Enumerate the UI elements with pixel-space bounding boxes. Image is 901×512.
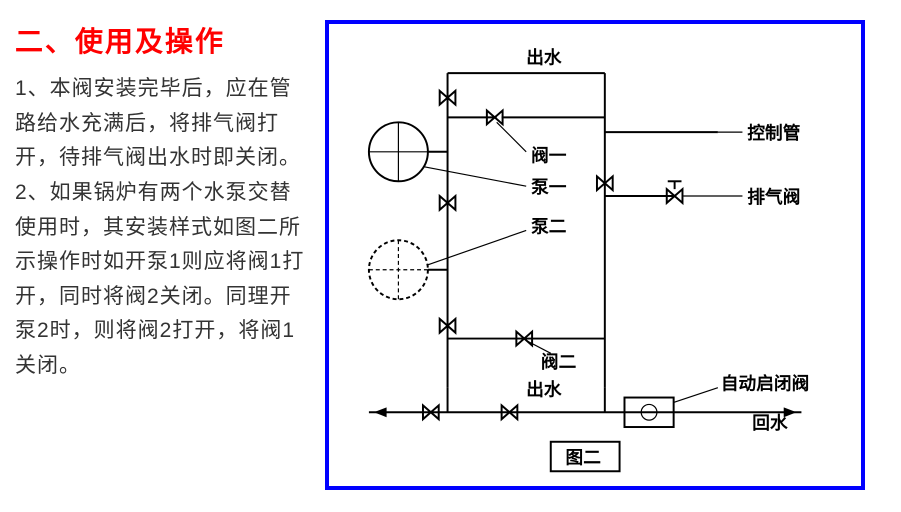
text-column: 二、使用及操作 1、本阀安装完毕后，应在管路给水充满后，将排气阀打开，待排气阀出… <box>15 20 325 492</box>
leader-pump1 <box>423 167 526 187</box>
label-return-water: 回水 <box>752 412 788 433</box>
paragraph-2: 2、如果锅炉有两个水泵交替使用时，其安装样式如图二所示操作时如开泵1则应将阀1打… <box>15 176 310 384</box>
diagram-frame: 出水 控制管 阀一 泵一 排气阀 泵二 阀二 出水 自动启闭阀 <box>325 20 865 490</box>
label-control-pipe: 控制管 <box>747 122 800 143</box>
label-pump1: 泵一 <box>531 177 567 197</box>
label-pump2: 泵二 <box>531 216 567 236</box>
paragraph-1: 1、本阀安装完毕后，应在管路给水充满后，将排气阀打开，待排气阀出水时即关闭。 <box>15 72 310 176</box>
label-valve1: 阀一 <box>531 145 567 166</box>
diagram-column: 出水 控制管 阀一 泵一 排气阀 泵二 阀二 出水 自动启闭阀 <box>325 20 886 492</box>
piping-diagram: 出水 控制管 阀一 泵一 排气阀 泵二 阀二 出水 自动启闭阀 <box>329 24 861 486</box>
leader-auto <box>674 388 718 403</box>
section-title: 二、使用及操作 <box>15 20 310 60</box>
leader-pump2 <box>428 230 526 264</box>
label-exhaust: 排气阀 <box>747 186 800 207</box>
label-auto-valve: 自动启闭阀 <box>721 373 809 394</box>
label-outlet-bottom: 出水 <box>526 379 562 400</box>
leader-valve1 <box>497 122 526 151</box>
exhaust-valve-icon <box>667 181 683 203</box>
arrow-left <box>374 407 387 417</box>
diagram-title: 图二 <box>566 447 602 467</box>
label-outlet-top: 出水 <box>526 46 562 67</box>
label-valve2: 阀二 <box>541 351 577 372</box>
